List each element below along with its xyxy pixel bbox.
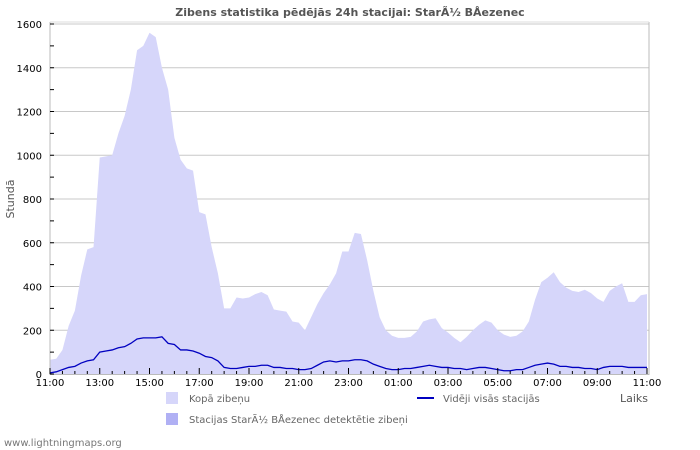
chart-area: 0200400600800100012001400160011:00 13:00 1… — [0, 0, 700, 450]
x-tick-label: 07:00 — [533, 378, 562, 389]
y-tick-label: 1000 — [17, 151, 42, 162]
legend-swatch-station — [166, 413, 178, 425]
x-tick-label: 15:00 — [135, 378, 164, 389]
x-tick-label: 11:00 — [633, 378, 662, 389]
legend: Kopā zibeņu Stacijas StarÃ½ BÅezenec de… — [166, 392, 540, 426]
x-tick-label: 19:00 — [235, 378, 264, 389]
x-tick-label: 21:00 — [284, 378, 313, 389]
y-tick-label: 1600 — [17, 20, 42, 31]
x-tick-label: 17:00 — [185, 378, 214, 389]
x-tick-label: 05:00 — [483, 378, 512, 389]
y-tick-label: 600 — [23, 239, 42, 250]
x-tick-label: 03:00 — [434, 378, 463, 389]
x-tick-label: 13:00 — [85, 378, 114, 389]
legend-swatch-total — [166, 392, 178, 404]
legend-label-average: Vidēji visās stacijās — [443, 394, 540, 405]
series-layer — [50, 33, 647, 374]
y-axis-title: Stundā — [4, 180, 17, 219]
legend-label-total: Kopā zibeņu — [189, 394, 250, 405]
x-tick-label: 11:00 — [36, 378, 65, 389]
y-tick-label: 800 — [23, 195, 42, 206]
y-tick-label: 1400 — [17, 64, 42, 75]
x-axis-title: Laiks — [620, 392, 648, 405]
y-tick-label: 1200 — [17, 108, 42, 119]
x-tick-label: 23:00 — [334, 378, 363, 389]
series-area-total — [50, 33, 647, 374]
legend-label-station: Stacijas StarÃ½ BÅezenec detektētie zib… — [189, 413, 408, 426]
x-tick-label: 09:00 — [583, 378, 612, 389]
site-credit: www.lightningmaps.org — [4, 438, 122, 449]
y-tick-label: 400 — [23, 283, 42, 294]
x-tick-label: 01:00 — [384, 378, 413, 389]
y-tick-label: 200 — [23, 326, 42, 337]
